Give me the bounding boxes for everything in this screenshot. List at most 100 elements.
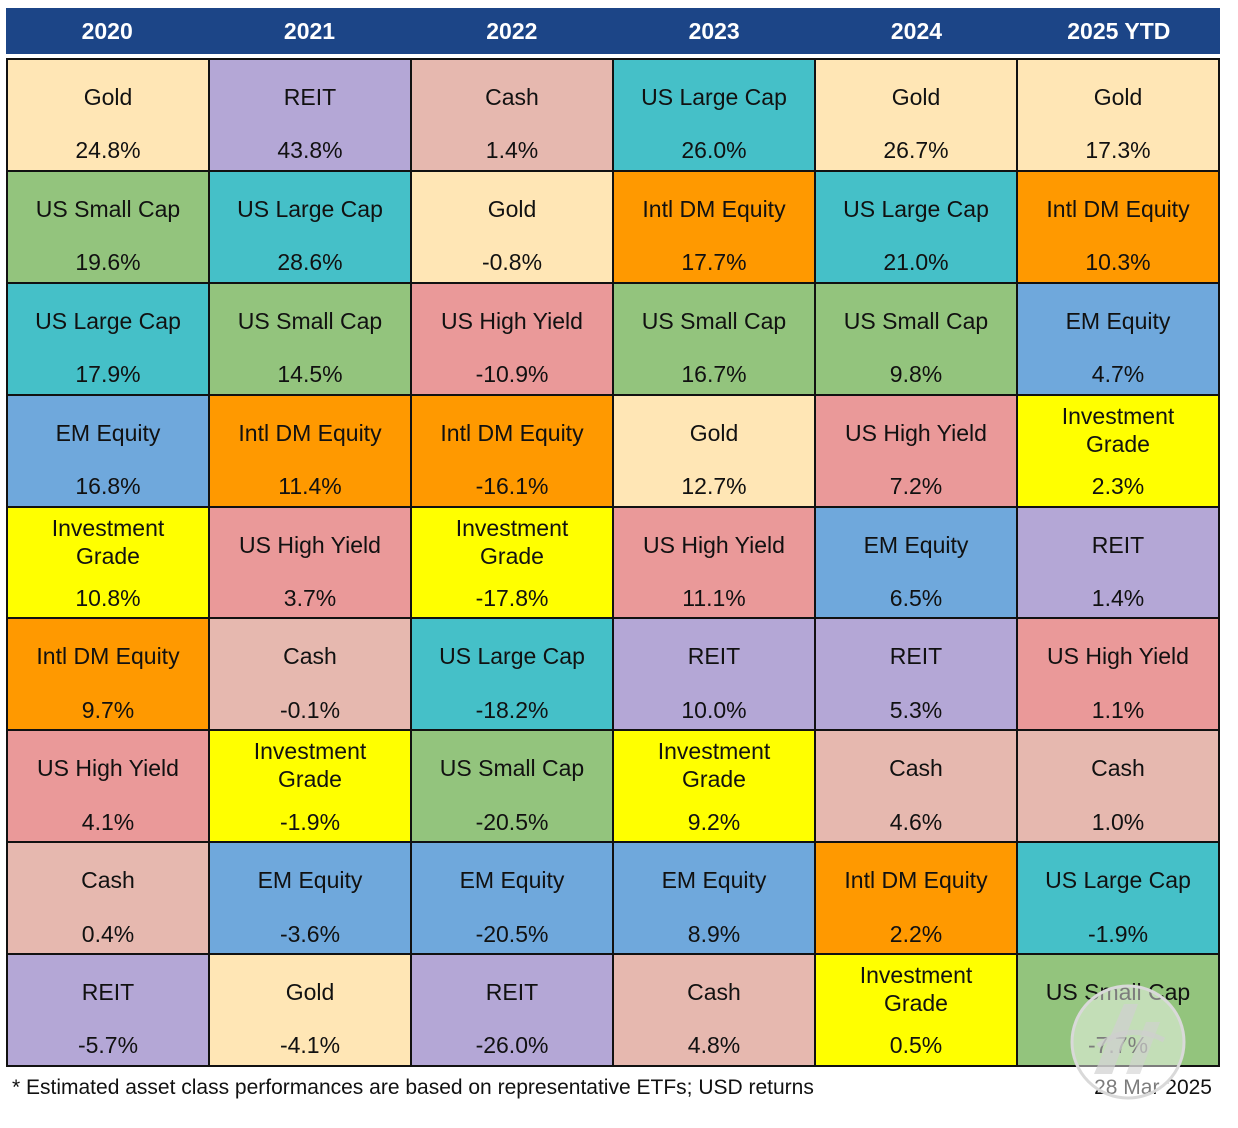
asset-name: Cash (81, 867, 135, 894)
table-cell: REIT 10.0% (614, 619, 816, 732)
footnote: * Estimated asset class performances are… (12, 1076, 814, 1099)
table-cell: Intl DM Equity 10.3% (1018, 171, 1220, 284)
return-value: -26.0% (475, 1032, 549, 1059)
return-value: 17.9% (75, 361, 141, 388)
table-cell: EM Equity 16.8% (8, 395, 210, 508)
table-cell: Cash 0.4% (8, 843, 210, 956)
table-cell: EM Equity 4.7% (1018, 283, 1220, 396)
return-value: 28.6% (277, 249, 343, 276)
asset-name: US High Yield (239, 531, 381, 558)
return-value: 4.8% (687, 1032, 741, 1059)
asset-name: Cash (889, 755, 943, 782)
table-cell: Gold -4.1% (210, 955, 412, 1067)
asset-name: Intl DM Equity (1046, 195, 1190, 222)
return-value: 6.5% (889, 584, 943, 611)
asset-name: US High Yield (37, 755, 179, 782)
as-of-date: 28 Mar 2025 (1094, 1076, 1212, 1099)
asset-name: Cash (485, 84, 539, 110)
table-cell: Gold -0.8% (412, 171, 614, 284)
return-value: 4.6% (889, 808, 943, 835)
asset-name: US Small Cap (439, 755, 585, 782)
return-value: -1.9% (279, 808, 341, 835)
table-cell: Intl DM Equity 17.7% (614, 171, 816, 284)
asset-name: Gold (487, 195, 537, 222)
return-value: -0.8% (481, 249, 543, 276)
table-cell: US Small Cap 14.5% (210, 283, 412, 396)
asset-name: REIT (283, 84, 337, 110)
return-value: -18.2% (475, 696, 549, 723)
table-cell: Cash -0.1% (210, 619, 412, 732)
return-value: 43.8% (277, 137, 343, 164)
return-value: 1.4% (1091, 584, 1145, 611)
asset-name: US Large Cap (35, 307, 181, 334)
table-cell: US Small Cap 16.7% (614, 283, 816, 396)
table-cell: US Large Cap -1.9% (1018, 843, 1220, 956)
return-value: 11.1% (682, 584, 746, 611)
asset-name: Intl DM Equity (238, 419, 382, 446)
return-value: -20.5% (475, 808, 549, 835)
table-cell: Investment Grade -17.8% (412, 507, 614, 620)
asset-name: US Small Cap (237, 307, 383, 334)
table-cell: Investment Grade 0.5% (816, 955, 1018, 1067)
asset-name: REIT (889, 643, 943, 670)
table-cell: Intl DM Equity 11.4% (210, 395, 412, 508)
asset-name: Gold (285, 979, 335, 1006)
return-value: 10.0% (681, 696, 747, 723)
table-cell: EM Equity 8.9% (614, 843, 816, 956)
table-cell: Investment Grade 10.8% (8, 507, 210, 620)
table-cell: US High Yield -10.9% (412, 283, 614, 396)
table-cell: REIT 43.8% (210, 60, 412, 172)
table-cell: EM Equity -3.6% (210, 843, 412, 956)
asset-name: EM Equity (661, 867, 767, 894)
table-cell: EM Equity -20.5% (412, 843, 614, 956)
table-cell: Gold 17.3% (1018, 60, 1220, 172)
asset-name: US Small Cap (843, 307, 989, 334)
asset-name: US High Yield (1047, 643, 1189, 670)
table-cell: US High Yield 11.1% (614, 507, 816, 620)
return-value: 17.7% (681, 249, 747, 276)
asset-class-returns-table: Gold 24.8% REIT 43.8% Cash 1.4% US Large Cap 26… (6, 58, 1220, 1067)
table-cell: US High Yield 1.1% (1018, 619, 1220, 732)
asset-name: Gold (689, 419, 739, 446)
return-value: 0.5% (889, 1032, 943, 1059)
return-value: -3.6% (279, 920, 341, 947)
asset-name: US Large Cap (439, 643, 585, 670)
asset-name: REIT (687, 643, 741, 670)
asset-name: US High Yield (441, 307, 583, 334)
table-cell: US High Yield 4.1% (8, 731, 210, 844)
table-cell: Investment Grade 2.3% (1018, 395, 1220, 508)
return-value: -10.9% (475, 361, 549, 388)
asset-name: REIT (485, 979, 539, 1006)
table-cell: Intl DM Equity 2.2% (816, 843, 1018, 956)
return-value: 0.4% (81, 920, 135, 947)
table-cell: US Large Cap 28.6% (210, 171, 412, 284)
return-value: -16.1% (475, 473, 549, 500)
return-value: 16.7% (681, 361, 747, 388)
return-value: 11.4% (278, 473, 342, 500)
table-cell: US High Yield 3.7% (210, 507, 412, 620)
table-cell: Cash 4.8% (614, 955, 816, 1067)
table-cell: Cash 1.4% (412, 60, 614, 172)
column-header-3: 2023 (688, 17, 740, 44)
asset-name: US High Yield (643, 531, 785, 558)
asset-name: Gold (1093, 84, 1143, 110)
asset-name: Intl DM Equity (440, 419, 584, 446)
table-cell: REIT 1.4% (1018, 507, 1220, 620)
return-value: 2.3% (1091, 473, 1145, 500)
asset-name: Cash (1091, 755, 1145, 782)
table-cell: Investment Grade -1.9% (210, 731, 412, 844)
return-value: 10.8% (75, 584, 141, 611)
header-divider (6, 54, 1220, 58)
asset-name: US Small Cap (641, 307, 787, 334)
return-value: 24.8% (75, 137, 141, 164)
table-cell: US Small Cap 9.8% (816, 283, 1018, 396)
table-cell: REIT -26.0% (412, 955, 614, 1067)
return-value: -5.7% (77, 1032, 139, 1059)
asset-name: US High Yield (845, 419, 987, 446)
asset-name: Investment Grade (253, 738, 367, 793)
table-cell: US Small Cap -7.7% (1018, 955, 1220, 1067)
return-value: 16.8% (75, 473, 141, 500)
return-value: 1.0% (1091, 808, 1145, 835)
return-value: -20.5% (475, 920, 549, 947)
asset-name: Investment Grade (859, 962, 973, 1017)
